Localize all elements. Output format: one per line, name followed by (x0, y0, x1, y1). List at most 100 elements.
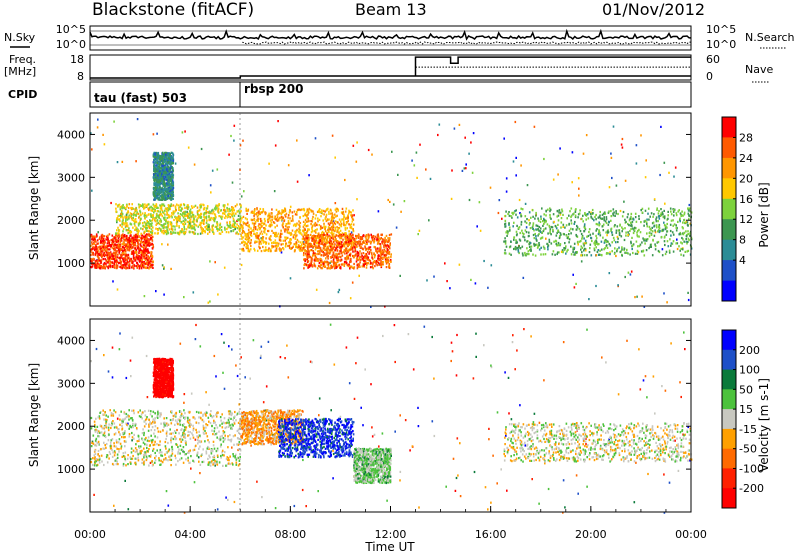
echo-cell (165, 156, 167, 159)
echo-cell (247, 225, 249, 228)
echo-cell (196, 219, 198, 222)
echo-cell (132, 249, 135, 253)
echo-cell (132, 226, 134, 229)
echo-cell (214, 205, 217, 208)
echo-cell (366, 247, 369, 250)
echo-cell (166, 165, 168, 168)
echo-cell (310, 231, 313, 234)
echo-cell (264, 231, 266, 234)
echo-speckle (487, 286, 489, 289)
echo-cell (367, 262, 369, 265)
echo-cell (116, 229, 118, 232)
echo-cell (164, 153, 167, 156)
echo-speckle (514, 120, 517, 124)
echo-cell (158, 168, 160, 171)
echo-cell (303, 263, 306, 267)
echo-cell (106, 255, 109, 258)
freq-label: Freq. (9, 53, 36, 66)
echo-cell (189, 211, 192, 214)
echo-cell (268, 247, 270, 250)
echo-cell (332, 251, 335, 254)
echo-cell (310, 264, 312, 267)
echo-cell (178, 216, 180, 219)
echo-cell (163, 179, 165, 182)
echo-cell (160, 208, 163, 211)
echo-cell (167, 159, 169, 162)
echo-cell (276, 216, 279, 219)
echo-cell (248, 224, 250, 227)
echo-cell (524, 251, 526, 255)
echo-cell (179, 213, 182, 216)
echo-cell (224, 216, 226, 219)
echo-cell (117, 241, 119, 244)
echo-cell (167, 216, 170, 219)
echo-cell (352, 230, 355, 233)
echo-cell (382, 257, 384, 260)
echo-speckle (644, 176, 647, 179)
echo-cell (347, 243, 350, 246)
echo-cell (302, 254, 305, 257)
echo-cell (283, 210, 285, 213)
echo-cell (524, 254, 526, 257)
echo-cell (153, 184, 156, 187)
echo-cell (272, 221, 275, 224)
echo-cell (141, 222, 144, 225)
echo-cell (145, 254, 148, 257)
echo-cell (294, 223, 296, 226)
echo-cell (145, 205, 147, 208)
echo-cell (373, 241, 375, 244)
echo-cell (219, 222, 222, 225)
echo-cell (287, 228, 290, 231)
echo-cell (384, 243, 386, 246)
echo-cell (145, 215, 148, 218)
echo-cell (151, 229, 154, 232)
echo-cell (167, 194, 170, 197)
echo-cell (201, 227, 203, 230)
echo-cell (257, 219, 259, 223)
echo-cell (167, 224, 170, 227)
echo-cell (281, 216, 284, 219)
echo-cell (358, 263, 360, 266)
echo-cell (147, 262, 149, 265)
echo-cell (366, 250, 369, 253)
echo-cell (124, 258, 127, 261)
echo-cell (261, 211, 263, 214)
echo-cell (368, 240, 370, 243)
echo-cell (331, 254, 334, 257)
echo-speckle (233, 139, 235, 142)
echo-cell (542, 245, 545, 248)
echo-cell (346, 234, 349, 237)
echo-cell (163, 204, 166, 207)
echo-cell (348, 240, 351, 243)
echo-cell (218, 232, 221, 235)
echo-cell (362, 256, 365, 259)
echo-cell (163, 212, 165, 215)
echo-cell (201, 229, 204, 232)
echo-cell (325, 213, 328, 216)
echo-speckle (449, 287, 451, 290)
echo-cell (265, 242, 267, 245)
echo-cell (270, 235, 272, 238)
echo-cell (369, 259, 372, 262)
echo-cell (240, 204, 242, 207)
echo-cell (223, 212, 226, 215)
echo-cell (238, 211, 241, 214)
echo-cell (251, 229, 253, 232)
echo-cell (540, 253, 542, 256)
echo-cell (548, 226, 551, 229)
echo-cell (271, 244, 273, 248)
echo-speckle (353, 214, 355, 217)
echo-cell (121, 236, 123, 240)
echo-cell (139, 204, 141, 207)
echo-cell (295, 235, 297, 238)
echo-cell (105, 253, 107, 257)
echo-cell (253, 224, 255, 227)
echo-cell (296, 208, 299, 212)
echo-cell (236, 218, 239, 221)
echo-cell (121, 257, 124, 260)
echo-cell (323, 262, 326, 265)
echo-cell (342, 238, 344, 241)
echo-cell (312, 246, 314, 249)
echo-cell (149, 260, 151, 263)
echo-cell (149, 219, 151, 222)
